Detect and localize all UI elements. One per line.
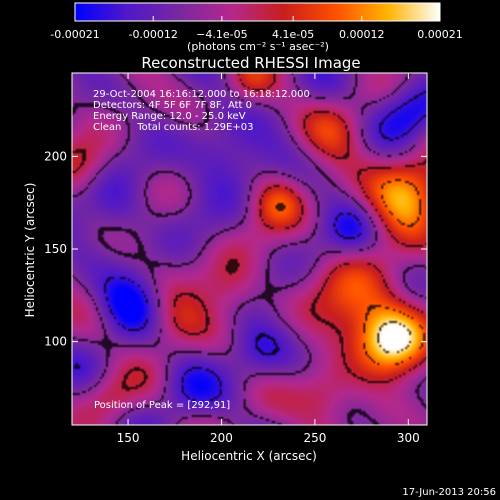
x-tick-label: 250	[303, 431, 326, 445]
colorbar-tick-label: -0.00012	[128, 28, 177, 41]
annotation-time-range: 29-Oct-2004 16:16:12.000 to 16:18:12.000	[93, 89, 310, 100]
annotation-block: 29-Oct-2004 16:16:12.000 to 16:18:12.000…	[93, 89, 310, 133]
x-tick-label: 150	[117, 431, 140, 445]
plot-area: 150 200 250 300 100 150 200	[44, 72, 428, 445]
annotation-counts: Clean Total counts: 1.29E+03	[93, 122, 253, 133]
colorbar-tick-label: −4.1e-05	[196, 28, 247, 41]
heatmap-image	[72, 73, 427, 425]
colorbar-tick-label: 0.00012	[339, 28, 385, 41]
colorbar: -0.00021 -0.00012 −4.1e-05 4.1e-05 0.00012 0.…	[50, 2, 463, 53]
x-tick-label: 200	[210, 431, 233, 445]
chart-title: Reconstructed RHESSI Image	[141, 54, 360, 72]
x-axis-label: Heliocentric X (arcsec)	[181, 449, 317, 463]
colorbar-tick-label: -0.00021	[50, 28, 99, 41]
x-tick-label: 300	[397, 431, 420, 445]
y-tick-label: 100	[44, 335, 67, 349]
y-axis-label: Heliocentric Y (arcsec)	[23, 183, 37, 318]
x-axis-ticks: 150 200 250 300	[117, 73, 420, 445]
colorbar-ticks: -0.00021 -0.00012 −4.1e-05 4.1e-05 0.00012 0.…	[50, 16, 463, 41]
footer-timestamp: 17-Jun-2013 20:56	[402, 487, 496, 498]
annotation-detectors: Detectors: 4F 5F 6F 7F 8F, Att 0	[93, 100, 252, 111]
colorbar-tick-label: 0.00021	[417, 28, 463, 41]
y-tick-label: 150	[44, 242, 67, 256]
annotation-energy-range: Energy Range: 12.0 - 25.0 keV	[93, 111, 246, 122]
y-tick-label: 200	[44, 149, 67, 163]
colorbar-tick-label: 4.1e-05	[272, 28, 314, 41]
colorbar-gradient	[74, 2, 441, 22]
y-axis-ticks: 100 150 200	[44, 149, 427, 349]
peak-position-label: Position of Peak = [292,91]	[94, 400, 230, 411]
colorbar-unit-label: (photons cm⁻² s⁻¹ asec⁻²)	[187, 40, 329, 53]
